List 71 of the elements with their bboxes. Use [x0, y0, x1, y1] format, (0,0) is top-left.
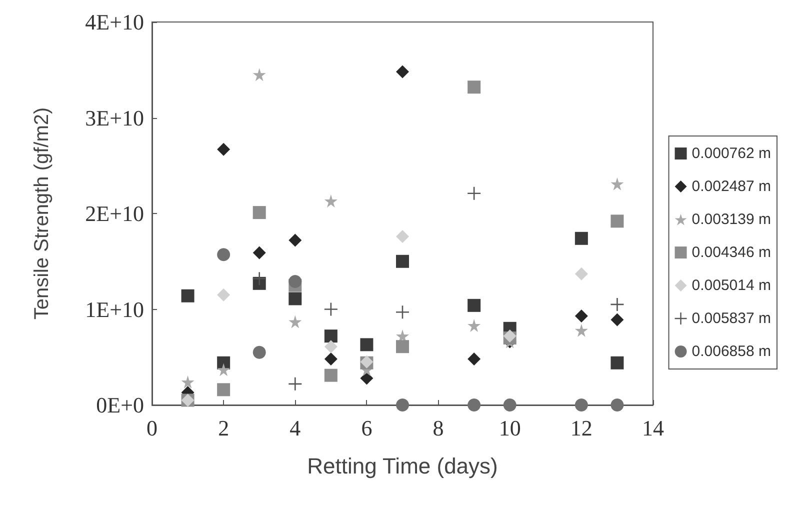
point: [610, 298, 624, 311]
point: [217, 248, 230, 262]
x-tick-label: 4: [290, 416, 301, 440]
point: [324, 368, 338, 382]
point: [217, 363, 230, 376]
legend-label: 0.000762 m: [692, 145, 772, 162]
point: [288, 292, 302, 306]
x-tick-label: 8: [432, 416, 444, 440]
point: [217, 383, 230, 396]
legend-label: 0.002487 m: [692, 178, 772, 195]
point: [610, 356, 624, 370]
point: [574, 309, 588, 322]
point: [181, 376, 194, 389]
point: [610, 313, 624, 326]
x-tick-label: 2: [218, 416, 230, 440]
point: [468, 298, 481, 312]
legend-label: 0.005014 m: [692, 277, 772, 294]
point: [252, 68, 266, 82]
point: [468, 319, 481, 332]
point: [252, 272, 266, 286]
legend-label: 0.005837 m: [692, 310, 772, 327]
point: [396, 65, 409, 78]
y-axis-title: Tensile Strength (gf/m2): [31, 107, 53, 320]
y-tick-label: 4E+10: [85, 10, 144, 34]
point: [396, 230, 409, 243]
point: [288, 234, 302, 247]
point: [324, 330, 338, 343]
point: [396, 306, 409, 319]
x-tick-label: 12: [570, 416, 592, 440]
x-tick-label: 0: [146, 416, 158, 440]
point: [396, 398, 409, 412]
point: [503, 398, 516, 412]
point: [217, 142, 230, 156]
point: [574, 398, 588, 412]
legend-label: 0.006858 m: [692, 343, 772, 360]
point: [360, 338, 374, 352]
y-tick-label: 2E+10: [85, 201, 144, 226]
point: [324, 340, 338, 354]
point: [468, 352, 481, 366]
point: [574, 267, 588, 280]
point: [324, 302, 338, 316]
point: [252, 246, 266, 260]
point: [468, 80, 481, 94]
legend-label: 0.004346 m: [692, 244, 772, 261]
x-axis-title: Retting Time (days): [307, 454, 498, 478]
legend-label: 0.003139 m: [692, 211, 772, 228]
y-tick-label: 0E+0: [96, 392, 144, 418]
point: [610, 214, 624, 228]
point: [610, 398, 624, 412]
x-tick-label: 10: [498, 416, 521, 440]
x-tick-label: 6: [361, 416, 372, 440]
point: [396, 254, 409, 268]
point: [181, 289, 194, 302]
y-tick-label: 1E+10: [85, 296, 144, 322]
point: [396, 340, 409, 354]
point: [324, 194, 338, 208]
point: [468, 186, 481, 200]
point: [360, 372, 374, 385]
point: [574, 324, 588, 337]
point: [252, 346, 266, 359]
point: [324, 352, 338, 366]
point: [288, 377, 302, 390]
x-tick-label: 14: [642, 416, 664, 440]
point: [217, 288, 230, 302]
point: [288, 274, 302, 288]
point: [252, 206, 266, 220]
point: [468, 398, 481, 412]
point: [610, 177, 624, 190]
point: [574, 232, 588, 245]
point: [288, 315, 302, 328]
y-tick-label: 3E+10: [85, 105, 144, 130]
